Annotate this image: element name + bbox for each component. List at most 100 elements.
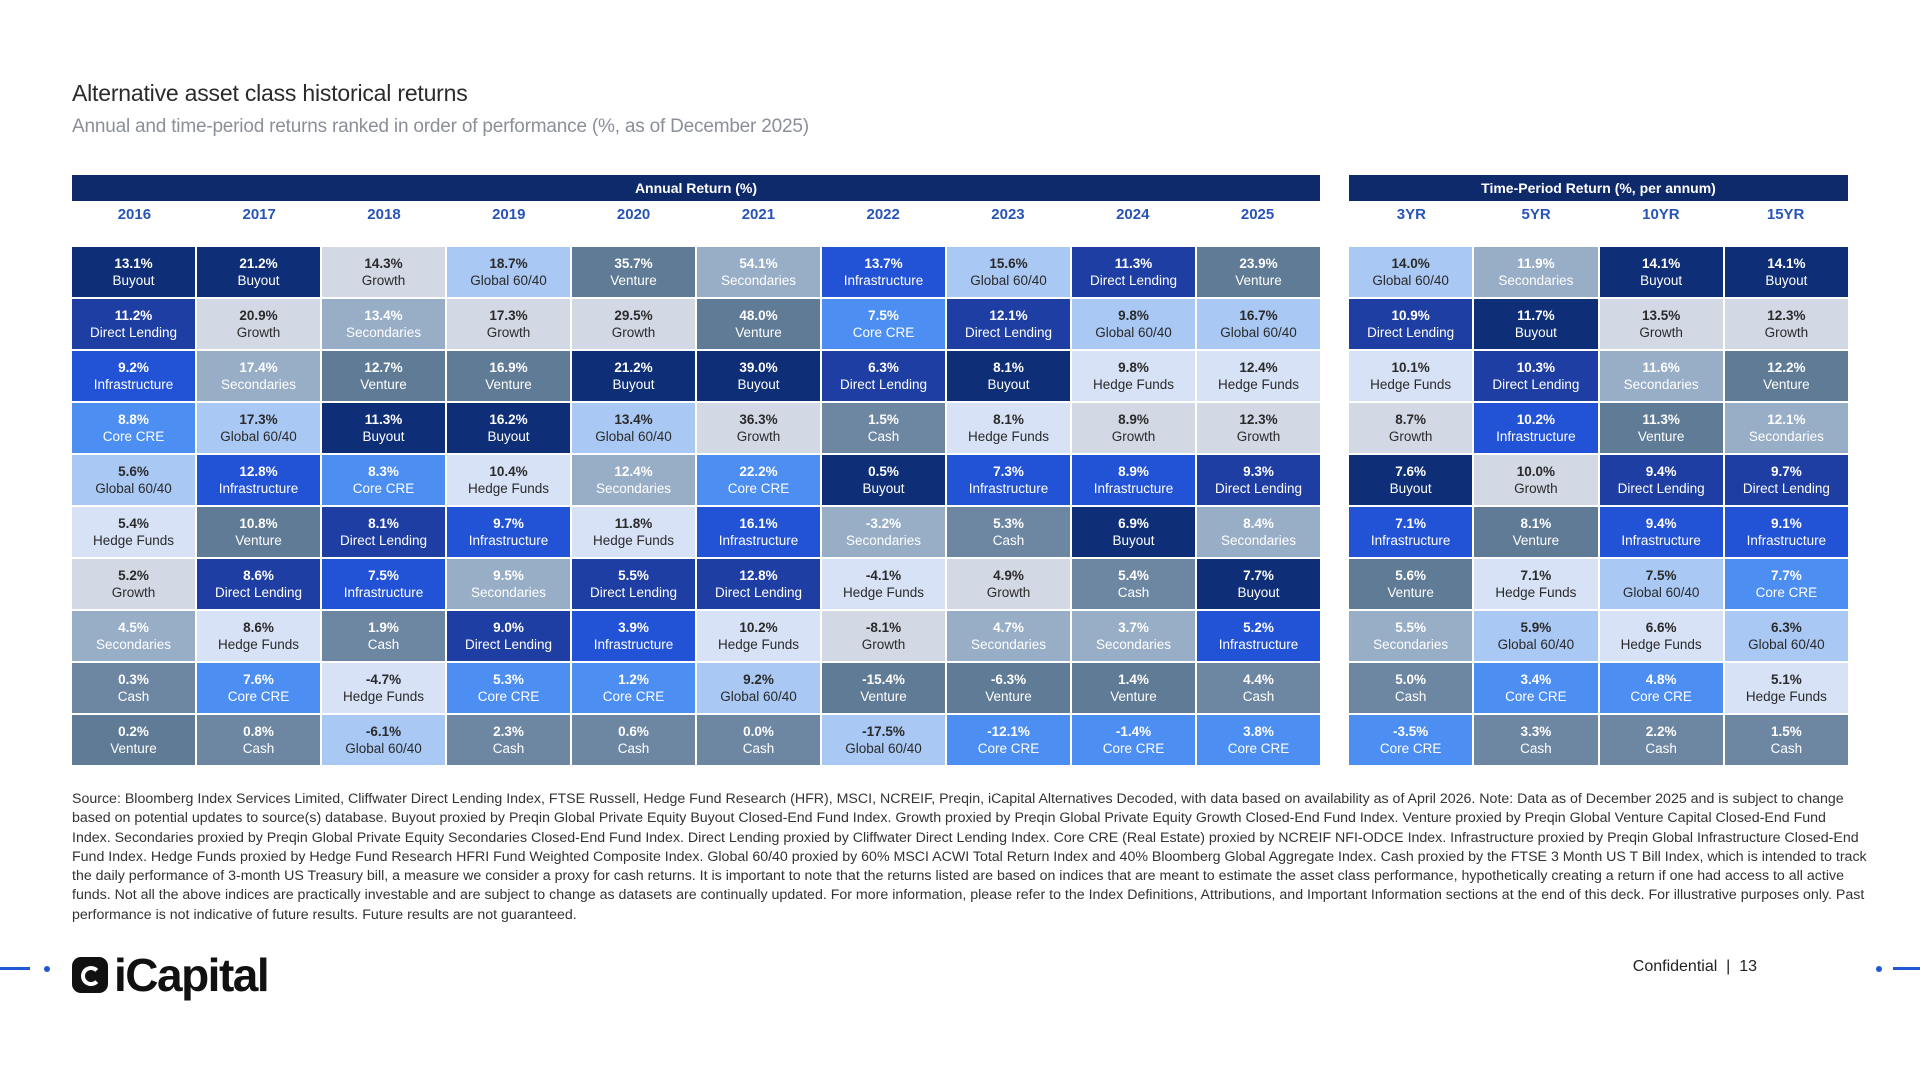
return-cell: 1.4% Venture [1072,663,1195,713]
column-header-3yr: 3YR [1396,206,1426,223]
return-value: 10.4% [489,464,528,479]
return-value: 0.6% [618,724,649,739]
asset-class-label: Direct Lending [1367,325,1455,340]
return-value: 3.9% [618,620,649,635]
asset-class-label: Global 60/40 [1220,325,1297,340]
asset-class-label: Core CRE [102,429,165,444]
return-cell: 10.8% Venture [197,507,320,557]
return-cell: 9.7% Direct Lending [1724,455,1848,505]
return-value: 21.2% [614,360,653,375]
return-cell: 11.6% Secondaries [1599,351,1723,401]
asset-class-label: Hedge Funds [717,637,800,652]
return-value: 8.1% [993,412,1024,427]
return-value: 6.6% [1645,620,1677,635]
return-value: 7.1% [1395,516,1427,531]
return-value: 3.8% [1243,724,1274,739]
return-value: 10.8% [239,516,278,531]
asset-class-label: Cash [117,689,150,704]
asset-class-label: Infrastructure [218,481,299,496]
return-value: 9.2% [743,672,774,687]
asset-class-label: Buyout [862,481,905,496]
return-cell: 12.1% Direct Lending [947,299,1070,349]
return-value: 1.5% [1770,724,1802,739]
asset-class-label: Venture [235,533,282,548]
return-cell: 10.2% Infrastructure [1474,403,1598,453]
return-cell: -3.2% Secondaries [822,507,945,557]
asset-class-label: Venture [1110,689,1157,704]
return-cell: 4.8% Core CRE [1599,663,1723,713]
asset-class-label: Secondaries [845,533,922,548]
return-value: 8.8% [118,412,149,427]
return-value: 20.9% [239,308,278,323]
return-value: -4.7% [365,672,402,687]
return-value: 5.6% [1395,568,1427,583]
return-cell: -8.1% Growth [822,611,945,661]
return-cell: 7.5% Global 60/40 [1599,559,1723,609]
asset-class-label: Infrastructure [468,533,549,548]
return-cell: 5.2% Growth [72,559,195,609]
icapital-logo-text: iCapital [114,949,270,1001]
column-15yr: 14.1% Buyout 12.3% Growth 12.2% Venture 12.1% S… [1724,247,1848,765]
asset-class-label: Hedge Funds [342,689,425,704]
return-cell: 21.2% Buyout [572,351,695,401]
asset-class-label: Cash [242,741,275,756]
return-cell: 12.3% Growth [1197,403,1320,453]
asset-class-label: Venture [1387,585,1434,600]
asset-class-label: Cash [867,429,900,444]
return-cell: 8.1% Hedge Funds [947,403,1070,453]
page-title: Alternative asset class historical retur… [72,80,468,106]
return-value: 16.7% [1239,308,1278,323]
return-cell: 5.0% Cash [1349,663,1473,713]
return-value: 12.3% [1239,412,1278,427]
return-value: 5.9% [1520,620,1552,635]
asset-class-label: Secondaries [720,273,797,288]
return-cell: 14.0% Global 60/40 [1349,247,1473,297]
asset-class-label: Direct Lending [464,637,553,652]
return-value: -3.2% [865,516,902,531]
return-cell: 12.8% Direct Lending [697,559,820,609]
return-value: 9.8% [1118,360,1149,375]
return-cell: -12.1% Core CRE [947,715,1070,765]
return-cell: 48.0% Venture [697,299,820,349]
column-header-2023: 2023 [991,206,1025,223]
column-2021: 54.1% Secondaries 48.0% Venture 39.0% Buyout 3… [697,247,820,765]
return-cell: 4.7% Secondaries [947,611,1070,661]
asset-class-label: Secondaries [345,325,422,340]
asset-class-label: Buyout [1765,273,1808,288]
asset-class-label: Secondaries [95,637,172,652]
return-value: 9.1% [1770,516,1802,531]
return-value: -6.1% [365,724,402,739]
icapital-logo-icon [72,957,108,993]
return-cell: 17.3% Global 60/40 [197,403,320,453]
asset-class-label: Buyout [112,273,155,288]
return-cell: 13.1% Buyout [72,247,195,297]
return-value: 4.7% [993,620,1024,635]
return-value: 9.7% [1770,464,1802,479]
source-note: Source: Bloomberg Index Services Limited… [72,791,1867,923]
return-cell: 1.2% Core CRE [572,663,695,713]
return-value: 12.1% [1767,412,1806,427]
return-value: 11.6% [1642,360,1680,375]
return-value: 14.1% [1641,256,1681,271]
asset-class-label: Global 60/40 [220,429,297,444]
return-value: 16.2% [489,412,528,427]
return-cell: 9.4% Direct Lending [1599,455,1723,505]
return-cell: 12.8% Infrastructure [197,455,320,505]
return-cell: 0.5% Buyout [822,455,945,505]
column-2020: 35.7% Venture 29.5% Growth 21.2% Buyout 13.4% G… [572,247,695,765]
return-value: -1.4% [1115,724,1152,739]
return-value: 3.7% [1118,620,1149,635]
footer-accent-dot-right [1876,966,1882,972]
return-value: 9.5% [493,568,524,583]
time-period-return-header: Time-Period Return (%, per annum) [1349,175,1848,201]
return-value: 5.4% [1118,568,1149,583]
return-value: 4.9% [993,568,1024,583]
asset-class-label: Secondaries [1095,637,1172,652]
return-value: 11.9% [1517,256,1555,271]
asset-class-label: Core CRE [1630,689,1692,704]
time-period-return-grid: 14.0% Global 60/40 10.9% Direct Lending 10.1… [1349,247,1848,765]
asset-class-label: Infrastructure [843,273,924,288]
asset-class-label: Buyout [237,273,280,288]
return-cell: 22.2% Core CRE [697,455,820,505]
asset-class-label: Infrastructure [1218,637,1299,652]
